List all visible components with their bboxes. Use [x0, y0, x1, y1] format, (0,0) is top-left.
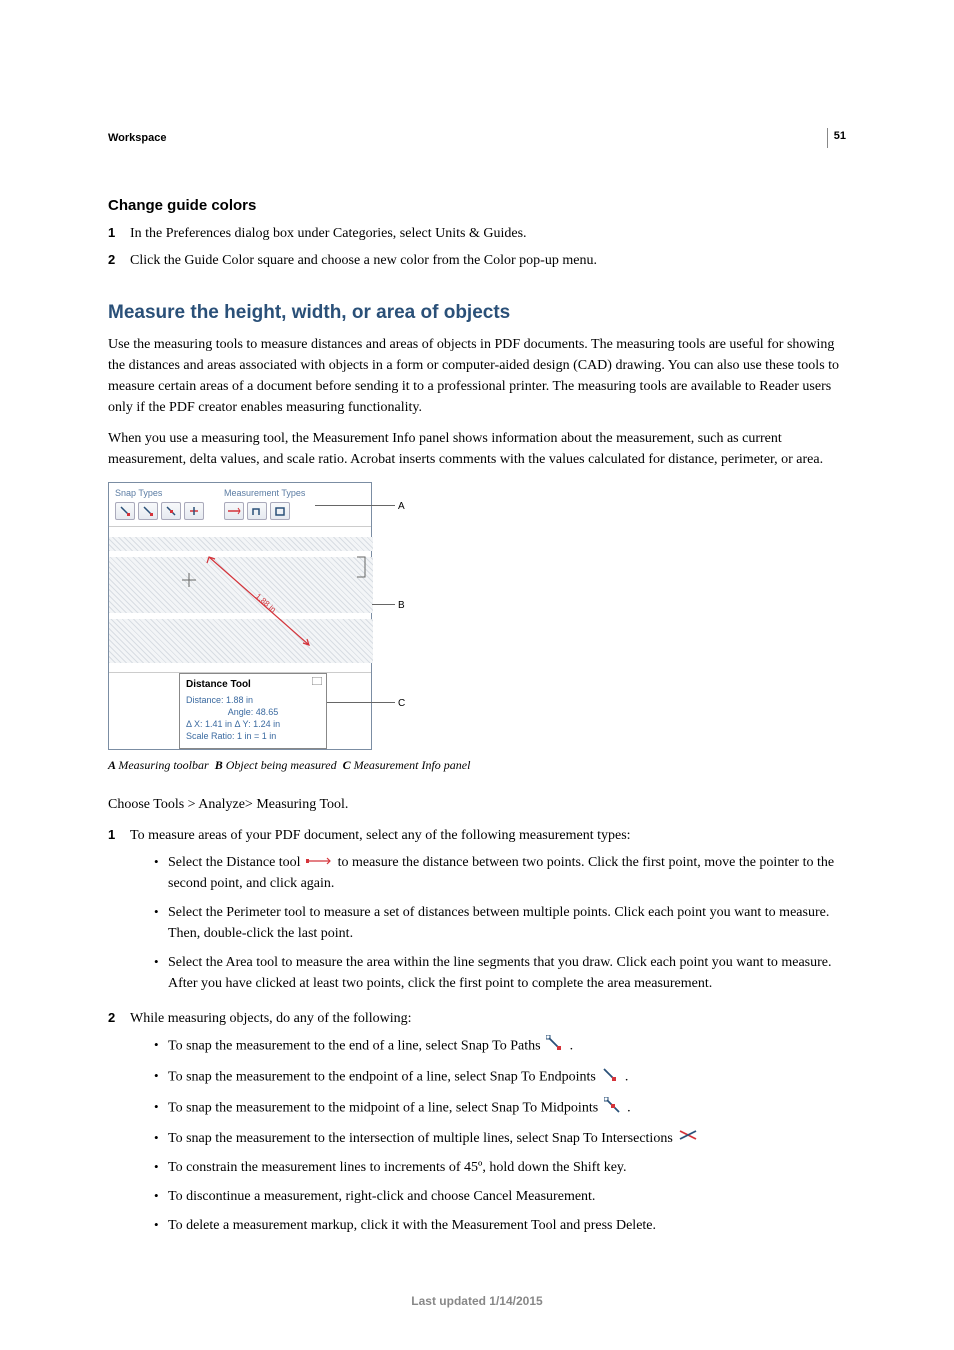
bullet-item: To snap the measurement to the intersect…	[152, 1128, 846, 1149]
bullet-item: To snap the measurement to the midpoint …	[152, 1097, 846, 1120]
figure-caption: A Measuring toolbar B Object being measu…	[108, 756, 846, 774]
breadcrumb: Workspace	[108, 130, 846, 147]
step-text: To measure areas of your PDF document, s…	[130, 828, 631, 843]
info-scale: Scale Ratio: 1 in = 1 in	[186, 730, 320, 742]
snap-to-midpoints-icon	[604, 1097, 622, 1120]
bullet-item: To constrain the measurement lines to in…	[152, 1157, 846, 1178]
page-number: 51	[827, 128, 846, 148]
step-number: 2	[108, 1008, 130, 1244]
step-text: While measuring objects, do any of the f…	[130, 1011, 412, 1026]
svg-text:1.88 in: 1.88 in	[254, 592, 278, 615]
step-text: In the Preferences dialog box under Cate…	[130, 223, 846, 244]
choose-tools-text: Choose Tools > Analyze> Measuring Tool.	[108, 794, 846, 815]
info-angle: Angle: 48.65	[186, 706, 320, 718]
footer-last-updated: Last updated 1/14/2015	[108, 1292, 846, 1310]
figure-canvas: 1.88 in	[109, 526, 371, 672]
bullet-item: To discontinue a measurement, right-clic…	[152, 1186, 846, 1207]
measure-icon	[224, 502, 244, 520]
panel-grip-icon	[312, 677, 322, 685]
heading-measure-objects: Measure the height, width, or area of ob…	[108, 299, 846, 328]
snap-icon	[115, 502, 135, 520]
measuring-figure: Snap Types Measurement Types	[108, 482, 408, 750]
bullet-item: To snap the measurement to the endpoint …	[152, 1066, 846, 1089]
snap-to-endpoints-icon	[601, 1066, 619, 1089]
snap-icon	[138, 502, 158, 520]
distance-tool-icon	[306, 852, 332, 873]
measurement-info-panel: Distance Tool Distance: 1.88 in Angle: 4…	[179, 673, 327, 749]
bullet-item: To snap the measurement to the end of a …	[152, 1035, 846, 1058]
step-number: 1	[108, 223, 130, 244]
snap-types-label: Snap Types	[115, 487, 204, 501]
measurement-types-label: Measurement Types	[224, 487, 305, 501]
info-delta: Δ X: 1.41 in Δ Y: 1.24 in	[186, 718, 320, 730]
snap-icon	[161, 502, 181, 520]
heading-change-guide-colors: Change guide colors	[108, 195, 846, 218]
measurement-type-icons	[224, 502, 305, 520]
callout-a: A	[398, 499, 405, 514]
step-number: 2	[108, 250, 130, 271]
guide-colors-steps: 1In the Preferences dialog box under Cat…	[108, 223, 846, 271]
snap-to-intersections-icon	[678, 1128, 698, 1149]
info-distance: Distance: 1.88 in	[186, 694, 320, 706]
measure-icon	[270, 502, 290, 520]
step-text: Click the Guide Color square and choose …	[130, 250, 846, 271]
measure-icon	[247, 502, 267, 520]
step-number: 1	[108, 825, 130, 1002]
bullet-item: Select the Area tool to measure the area…	[152, 952, 846, 994]
bullet-item: To delete a measurement markup, click it…	[152, 1215, 846, 1236]
intro-paragraph: Use the measuring tools to measure dista…	[108, 334, 846, 418]
bullet-item: Select the Perimeter tool to measure a s…	[152, 902, 846, 944]
snap-icon	[184, 502, 204, 520]
intro-paragraph: When you use a measuring tool, the Measu…	[108, 428, 846, 470]
info-title: Distance Tool	[186, 677, 320, 692]
bullet-item: Select the Distance tool to measure the …	[152, 852, 846, 894]
snap-type-icons	[115, 502, 204, 520]
snap-to-paths-icon	[546, 1035, 564, 1058]
callout-b: B	[398, 598, 405, 613]
callout-c: C	[398, 696, 405, 711]
